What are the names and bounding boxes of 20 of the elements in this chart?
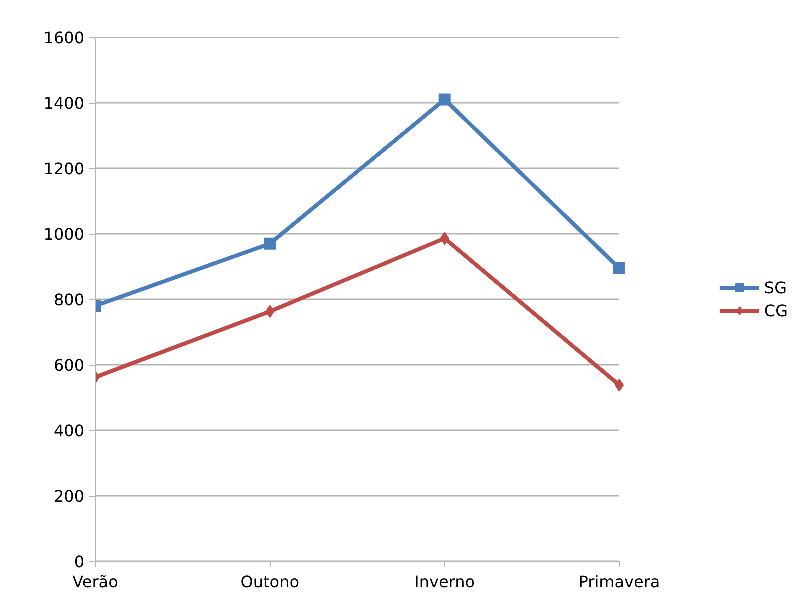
legend-label: CG: [764, 301, 788, 320]
x-tick-label: Verão: [72, 572, 118, 592]
point: [264, 238, 276, 250]
point: [266, 305, 275, 318]
y-tick-label: 1600: [44, 28, 84, 48]
x-tick-label: Outono: [240, 572, 300, 592]
point: [438, 94, 451, 106]
y-tick-label: 600: [54, 356, 85, 375]
y-tick-label: 800: [54, 290, 85, 310]
y-tick-label: 1000: [44, 225, 84, 244]
x-tick-label: Inverno: [414, 572, 476, 592]
x-tick-label: Primavera: [578, 572, 660, 592]
point: [440, 232, 450, 246]
y-tick-label: 1400: [44, 94, 84, 113]
point: [614, 262, 626, 274]
y-tick-label: 400: [54, 422, 85, 440]
legend-label: SG: [764, 278, 787, 297]
y-tick-label: 200: [54, 487, 85, 506]
y-tick-label: 1200: [44, 160, 84, 178]
y-tick-label: 0: [74, 552, 85, 572]
